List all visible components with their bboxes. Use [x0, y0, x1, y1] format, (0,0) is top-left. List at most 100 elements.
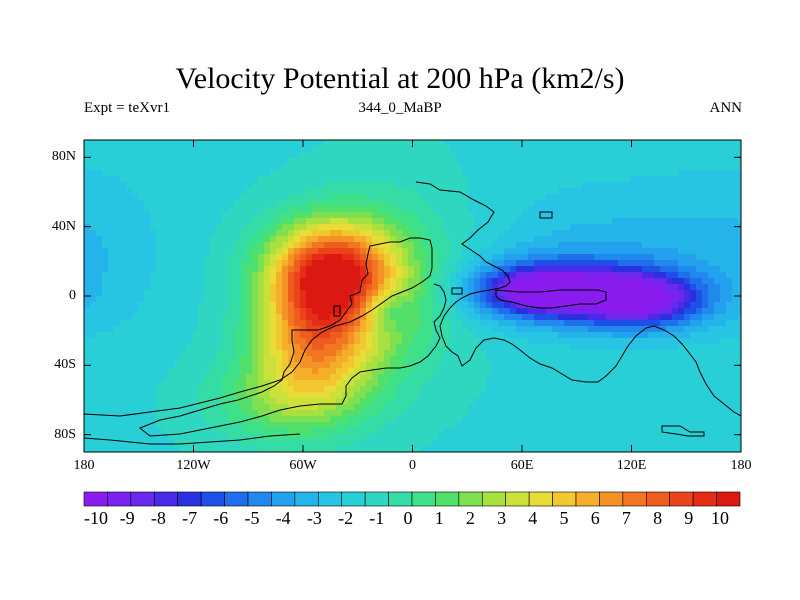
field-cell	[564, 404, 571, 411]
field-cell	[258, 200, 265, 207]
field-cell	[150, 308, 157, 315]
field-cell	[216, 284, 223, 291]
field-cell	[102, 248, 109, 255]
field-cell	[162, 290, 169, 297]
field-cell	[684, 380, 691, 387]
field-cell	[432, 320, 439, 327]
field-cell	[252, 140, 259, 147]
field-cell	[570, 260, 577, 267]
field-cell	[186, 386, 193, 393]
field-cell	[198, 284, 205, 291]
field-cell	[594, 254, 601, 261]
field-cell	[354, 368, 361, 375]
field-cell	[258, 386, 265, 393]
field-cell	[594, 290, 601, 297]
field-cell	[390, 218, 397, 225]
field-cell	[498, 332, 505, 339]
field-cell	[486, 338, 493, 345]
field-cell	[252, 320, 259, 327]
field-cell	[216, 356, 223, 363]
field-cell	[132, 260, 139, 267]
field-cell	[516, 368, 523, 375]
field-cell	[582, 326, 589, 333]
field-cell	[726, 248, 733, 255]
field-cell	[432, 254, 439, 261]
field-cell	[480, 332, 487, 339]
field-cell	[594, 344, 601, 351]
field-cell	[318, 164, 325, 171]
field-cell	[132, 302, 139, 309]
field-cell	[684, 158, 691, 165]
field-cell	[222, 200, 229, 207]
field-cell	[228, 296, 235, 303]
field-cell	[540, 170, 547, 177]
field-cell	[330, 260, 337, 267]
field-cell	[504, 302, 511, 309]
field-cell	[396, 314, 403, 321]
field-cell	[600, 158, 607, 165]
field-cell	[372, 212, 379, 219]
field-cell	[402, 194, 409, 201]
field-cell	[444, 272, 451, 279]
field-cell	[282, 218, 289, 225]
field-cell	[504, 332, 511, 339]
field-cell	[126, 302, 133, 309]
field-cell	[294, 398, 301, 405]
field-cell	[654, 182, 661, 189]
field-cell	[300, 362, 307, 369]
field-cell	[276, 350, 283, 357]
field-cell	[252, 332, 259, 339]
field-cell	[288, 236, 295, 243]
field-cell	[708, 170, 715, 177]
field-cell	[606, 296, 613, 303]
field-cell	[264, 350, 271, 357]
field-cell	[102, 386, 109, 393]
field-cell	[480, 392, 487, 399]
field-cell	[324, 260, 331, 267]
field-cell	[114, 314, 121, 321]
field-cell	[270, 284, 277, 291]
field-cell	[732, 302, 739, 309]
field-cell	[84, 278, 91, 285]
field-cell	[276, 368, 283, 375]
field-cell	[456, 386, 463, 393]
field-cell	[582, 290, 589, 297]
field-cell	[234, 182, 241, 189]
field-cell	[462, 164, 469, 171]
field-cell	[546, 158, 553, 165]
field-cell	[636, 344, 643, 351]
field-cell	[498, 164, 505, 171]
field-cell	[642, 374, 649, 381]
field-cell	[306, 332, 313, 339]
field-cell	[684, 152, 691, 159]
field-cell	[324, 386, 331, 393]
field-cell	[192, 224, 199, 231]
field-cell	[600, 296, 607, 303]
field-cell	[702, 242, 709, 249]
field-cell	[666, 260, 673, 267]
field-cell	[348, 320, 355, 327]
field-cell	[162, 140, 169, 147]
field-cell	[516, 212, 523, 219]
field-cell	[360, 206, 367, 213]
field-cell	[546, 236, 553, 243]
field-cell	[186, 200, 193, 207]
field-cell	[612, 236, 619, 243]
field-cell	[96, 404, 103, 411]
field-cell	[690, 164, 697, 171]
field-cell	[660, 362, 667, 369]
field-cell	[174, 146, 181, 153]
field-cell	[354, 230, 361, 237]
field-cell	[672, 194, 679, 201]
field-cell	[282, 338, 289, 345]
field-cell	[354, 326, 361, 333]
field-cell	[648, 170, 655, 177]
field-cell	[180, 308, 187, 315]
field-cell	[306, 290, 313, 297]
field-cell	[336, 290, 343, 297]
field-cell	[372, 164, 379, 171]
field-cell	[312, 392, 319, 399]
field-cell	[588, 404, 595, 411]
field-cell	[180, 206, 187, 213]
field-cell	[384, 374, 391, 381]
